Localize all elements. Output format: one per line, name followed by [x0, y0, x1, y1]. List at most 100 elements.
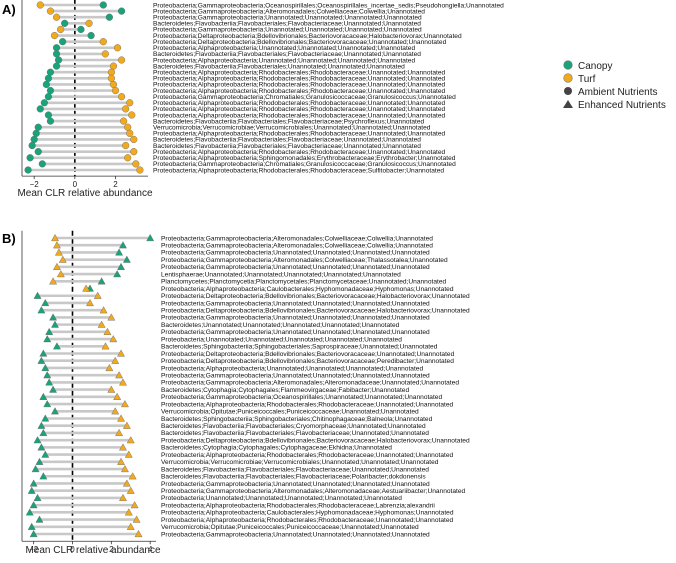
legend: Canopy Turf Ambient Nutrients Enhanced N…	[563, 60, 666, 111]
panel-a-canopy-point	[117, 7, 126, 15]
panel-b-turf-point	[86, 298, 94, 307]
panel-a-category-label: Proteobacteria;Alphaproteobacteria;Sphin…	[153, 155, 456, 162]
panel-b-category-label: Proteobacteria;Gammaproteobacteria;Unann…	[161, 300, 430, 307]
panel-b-category-label: Proteobacteria;Deltaproteobacteria;Bdell…	[161, 293, 470, 300]
panel-a-turf-point	[122, 141, 130, 150]
panel-a-canopy-point	[46, 86, 55, 95]
panel-b-canopy-point	[51, 320, 59, 328]
panel-a-turf-point	[126, 99, 134, 107]
panel-b-x-axis-title: Mean CLR relative abundance	[25, 545, 161, 556]
panel-a-canopy-point	[46, 117, 55, 125]
panel-a-category-label: Proteobacteria;Alphaproteobacteria;Rhodo…	[153, 100, 445, 107]
panel-a-canopy-point	[42, 80, 50, 89]
panel-a-category-label: Proteobacteria;Gammaproteobacteria;Unann…	[153, 15, 422, 22]
panel-a-turf-point	[109, 62, 118, 70]
panel-b-turf-point	[113, 392, 122, 400]
panel-a-category-label: Proteobacteria;Alphaproteobacteria;Rhodo…	[153, 167, 444, 174]
legend-enhanced-swatch	[563, 100, 573, 108]
panel-a-turf-point	[50, 31, 59, 40]
panel-b-category-label: Proteobacteria;Alphaproteobacteria;Rhodo…	[161, 502, 435, 509]
panel-b-canopy-point	[31, 465, 40, 473]
panel-b-canopy-point	[49, 385, 58, 393]
panel-b-turf-point	[58, 255, 67, 263]
panel-b-canopy-point	[33, 291, 42, 299]
panel-a-canopy-point	[44, 74, 53, 82]
panel-b-category-label: Proteobacteria;Alphaproteobacteria;Rhodo…	[161, 517, 453, 524]
panel-a-x-tick-label: 2	[113, 180, 118, 189]
panel-a-canopy-point	[105, 13, 113, 21]
panel-a-canopy-point	[24, 166, 32, 174]
panel-b-category-label: Proteobacteria;Gammaproteobacteria;Unann…	[161, 372, 430, 379]
panel-b-plot-area: −2 0 2 4 Proteobacteria;Gammaproteobacteria;…	[21, 230, 470, 554]
panel-a-canopy-point	[40, 99, 48, 107]
legend-ambient-swatch	[564, 87, 572, 95]
panel-b-turf-point	[56, 270, 65, 278]
panel-b-canopy-point	[37, 421, 46, 429]
legend-ambient-label: Ambient Nutrients	[578, 87, 657, 98]
panel-b-category-label: Proteobacteria;Gammaproteobacteria;Unann…	[161, 531, 430, 538]
panel-a-plot-area: −2 0 2 Proteobacteria;Gammaproteobacteria;O…	[21, 0, 504, 189]
panel-b-turf-point	[101, 342, 110, 350]
panel-b-canopy-point	[43, 335, 52, 343]
panel-a-turf-point	[132, 160, 140, 168]
panel-a-turf-point	[126, 129, 134, 137]
panel-a-canopy-point	[34, 148, 42, 156]
panel-b-category-label: Proteobacteria;Unannotated;Unannotated;U…	[161, 336, 402, 343]
panel-a-category-label: Proteobacteria;Alphaproteobacteria;Rhodo…	[153, 70, 445, 77]
panel-b-canopy-point	[115, 248, 124, 256]
panel-b-canopy-point	[113, 270, 122, 278]
panel-b-canopy-point	[51, 407, 59, 415]
panel-a-canopy-point	[28, 141, 36, 150]
panel-a-category-label: Proteobacteria;Deltaproteobacteria;Bdell…	[153, 39, 447, 46]
panel-a-category-label: Proteobacteria;Gammaproteobacteria;Unann…	[153, 27, 422, 34]
panel-b-turf-point	[105, 363, 114, 372]
panel-b-turf-point	[117, 414, 125, 422]
panel-b-turf-point	[109, 335, 118, 343]
panel-a-category-label: Bacteroidetes;Flavobacteriia;Flavobacter…	[153, 118, 425, 125]
panel-b-turf-point	[93, 291, 102, 299]
legend-turf-swatch	[563, 73, 573, 83]
panel-a-category-label: Proteobacteria;Alphaproteobacteria;Rhodo…	[153, 112, 445, 119]
panel-a-turf-point	[122, 105, 130, 113]
panel-a-category-label: Proteobacteria;Alphaproteobacteria;Rhodo…	[153, 149, 445, 156]
panel-a-turf-point	[113, 44, 122, 52]
panel-b-canopy-point	[122, 255, 131, 263]
panel-b-category-label: Proteobacteria;Unannotated;Unannotated;U…	[161, 495, 402, 502]
panel-b-turf-point	[126, 486, 135, 494]
panel-b-category-label: Bacteroidetes;Flavobacteriia;Flavobacter…	[161, 430, 429, 437]
panel-a-canopy-point	[61, 19, 69, 27]
panel-a-category-label: Bacteroidetes;Flavobacteriia;Flavobacter…	[153, 63, 405, 70]
panel-b-category-label: Proteobacteria;Gammaproteobacteria;Unann…	[161, 481, 430, 488]
panel-a-turf-point	[130, 148, 138, 156]
panel-b-turf-point	[120, 465, 129, 473]
panel-b-turf-point	[128, 472, 137, 480]
panel-b-category-label: Bacteroidetes;Cytophagia;Cytophagales;Cy…	[161, 445, 392, 452]
panel-a-canopy-point	[99, 1, 107, 9]
panel-b-category-label: Proteobacteria;Gammaproteobacteria;Alter…	[161, 235, 433, 242]
panel-b-category-label: Proteobacteria;Deltaproteobacteria;Bdell…	[161, 351, 455, 358]
panel-b-turf-point	[53, 262, 61, 270]
panel-b-canopy-point	[43, 400, 52, 408]
panel-a-category-label: Proteobacteria;Alphaproteobacteria;Rhodo…	[153, 82, 445, 89]
panel-b-canopy-point	[37, 443, 46, 451]
panel-a-category-label: Verrucomicrobia;Verrucomicrobiae;Verruco…	[153, 125, 431, 132]
panel-b-turf-point	[120, 400, 129, 408]
panel-b-turf-point	[117, 349, 125, 357]
panel-b-turf-point	[49, 277, 58, 285]
panel-b-turf-point	[126, 522, 135, 530]
panel-b-canopy-point	[45, 327, 54, 335]
panel-b-x-tick-label: 0	[70, 545, 75, 554]
panel-a-category-label: Proteobacteria;Gammaproteobacteria;Chrom…	[153, 94, 456, 101]
panel-b-canopy-point	[37, 356, 46, 364]
panel-b-canopy-point	[41, 414, 50, 422]
panel-b-category-label: Verrucomicrobia;Verrucomicrobiae;Verruco…	[161, 459, 439, 466]
panel-a-turf-point	[136, 166, 144, 174]
panel-b-turf-point	[115, 428, 124, 437]
panel-b-category-label: Proteobacteria;Alphaproteobacteria;Unann…	[161, 365, 423, 372]
panel-b-x-tick-label: −2	[29, 545, 39, 554]
panel-a-canopy-point	[30, 135, 38, 144]
panel-b-category-label: Proteobacteria;Gammaproteobacteria;Unann…	[161, 329, 430, 336]
legend-canopy-swatch	[563, 60, 573, 70]
panel-a-turf-point	[120, 117, 128, 125]
panel-b-category-label: Proteobacteria;Alphaproteobacteria;Caulo…	[161, 286, 454, 293]
